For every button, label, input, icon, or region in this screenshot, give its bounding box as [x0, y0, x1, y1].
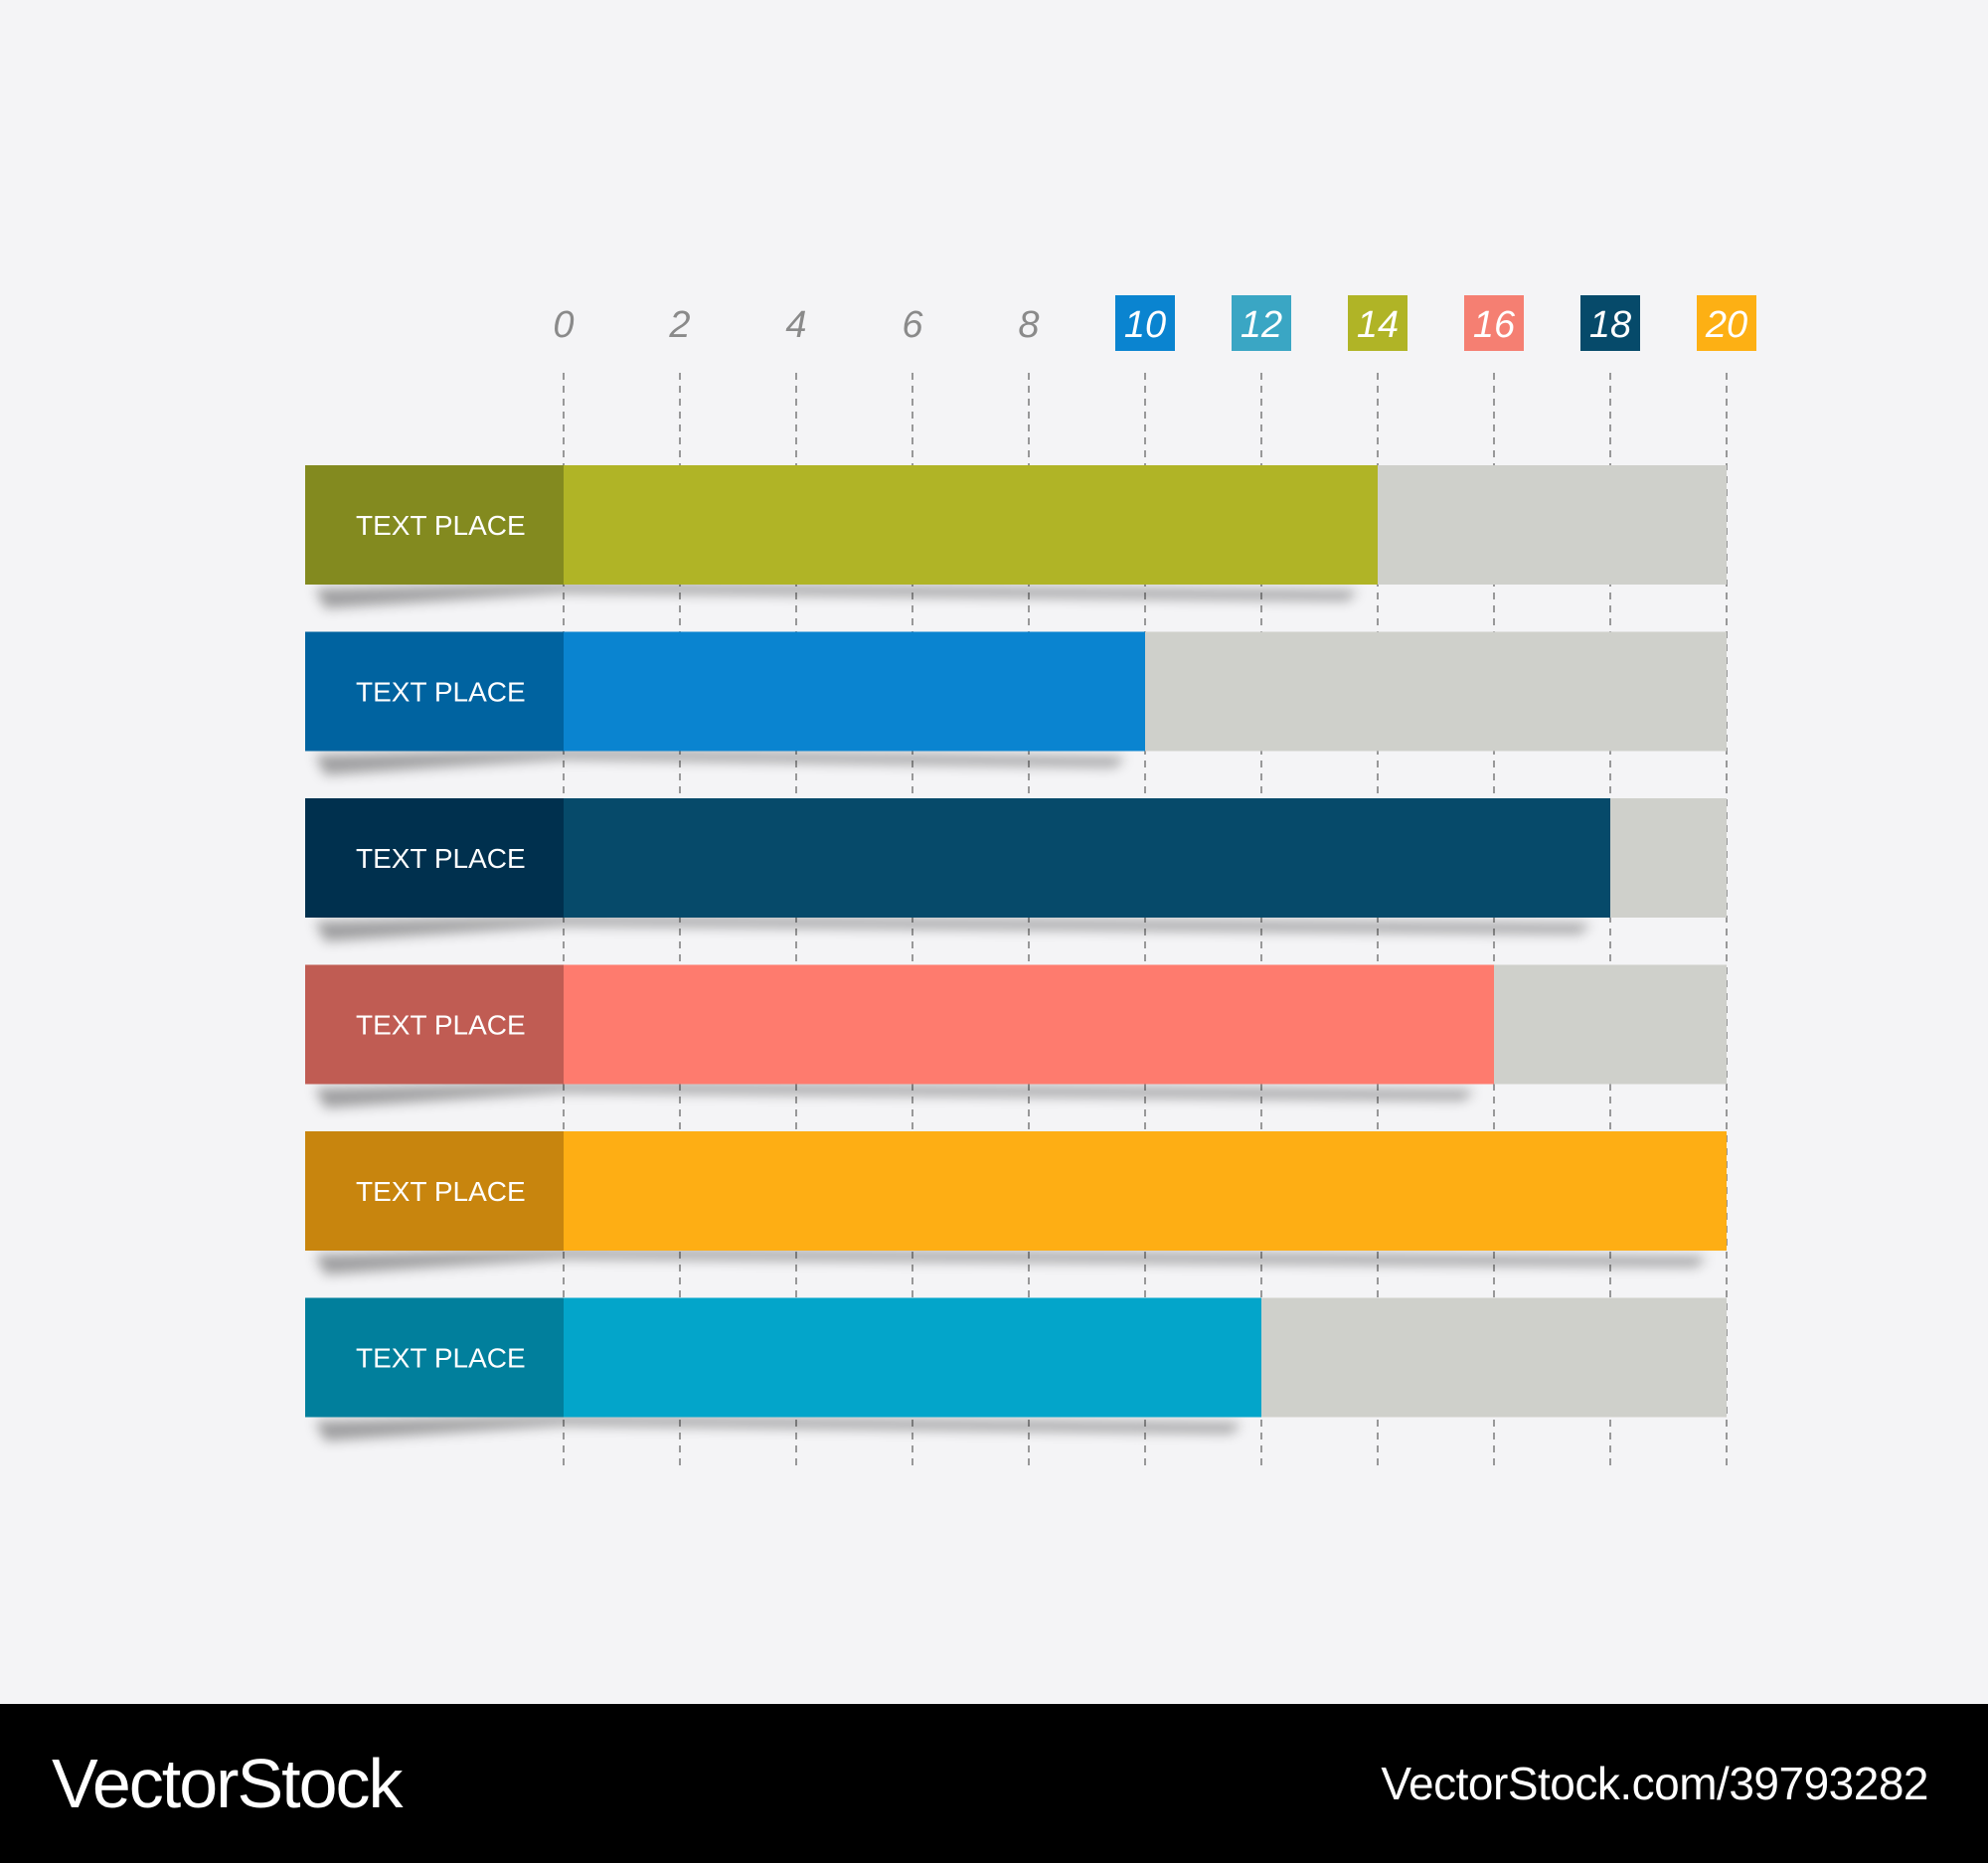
tick-label: 0 — [553, 304, 574, 346]
bar-label: TEXT PLACE — [356, 1343, 526, 1374]
tick-label: 8 — [1018, 304, 1039, 346]
bar — [564, 1131, 1727, 1251]
bar-label-block — [305, 1297, 564, 1418]
bar-label-block — [305, 964, 564, 1085]
bar — [564, 1297, 1261, 1418]
x-axis-ticks: 0 2 4 6 8 10 12 14 16 18 20 — [553, 295, 1756, 351]
tick-badge — [1464, 295, 1524, 351]
bar-label-block — [305, 1131, 564, 1251]
bar-shadow — [315, 1082, 1474, 1108]
bar-row: TEXT PLACE — [305, 964, 1727, 1108]
bar-label-block — [305, 798, 564, 918]
bar-shadow — [315, 1249, 1707, 1274]
tick-badge — [1232, 295, 1291, 351]
bar-row: TEXT PLACE — [305, 798, 1727, 941]
tick-badge — [1580, 295, 1640, 351]
bar — [564, 631, 1145, 752]
bar-label: TEXT PLACE — [356, 1010, 526, 1041]
bar-label: TEXT PLACE — [356, 510, 526, 541]
bar — [564, 798, 1610, 918]
bar-label-block — [305, 465, 564, 585]
tick-label: 12 — [1241, 304, 1282, 346]
bar-row: TEXT PLACE — [305, 1131, 1727, 1274]
bar-shadow — [315, 583, 1358, 608]
bar — [564, 964, 1494, 1085]
tick-badge — [1348, 295, 1408, 351]
bar-label: TEXT PLACE — [356, 1176, 526, 1207]
tick-label: 14 — [1357, 304, 1399, 346]
tick-label: 4 — [785, 304, 806, 346]
bar-shadow — [315, 1415, 1242, 1441]
bar-row: TEXT PLACE — [305, 631, 1727, 775]
tick-label: 18 — [1589, 304, 1631, 346]
tick-label: 10 — [1124, 304, 1166, 346]
bar-shadow — [315, 749, 1125, 775]
bar-shadow — [315, 916, 1590, 941]
bar-row: TEXT PLACE — [305, 1297, 1727, 1441]
bar-label: TEXT PLACE — [356, 843, 526, 874]
bars: TEXT PLACE TEXT PLACE TEXT PLACE TEXT PLACE… — [305, 465, 1727, 1441]
tick-label: 20 — [1705, 304, 1747, 346]
tick-label: 2 — [668, 304, 690, 346]
tick-label: 6 — [902, 304, 923, 346]
vectorstock-logo: VectorStock — [52, 1745, 404, 1822]
bar — [564, 465, 1378, 585]
bar-label-block — [305, 631, 564, 752]
tick-label: 16 — [1473, 304, 1516, 346]
tick-badge — [1115, 295, 1175, 351]
bar-label: TEXT PLACE — [356, 677, 526, 708]
vectorstock-url: VectorStock.com/39793282 — [1381, 1758, 1928, 1809]
tick-badge — [1697, 295, 1756, 351]
footer-banner: VectorStock VectorStock.com/39793282 — [0, 1704, 1988, 1863]
bar-row: TEXT PLACE — [305, 465, 1727, 608]
